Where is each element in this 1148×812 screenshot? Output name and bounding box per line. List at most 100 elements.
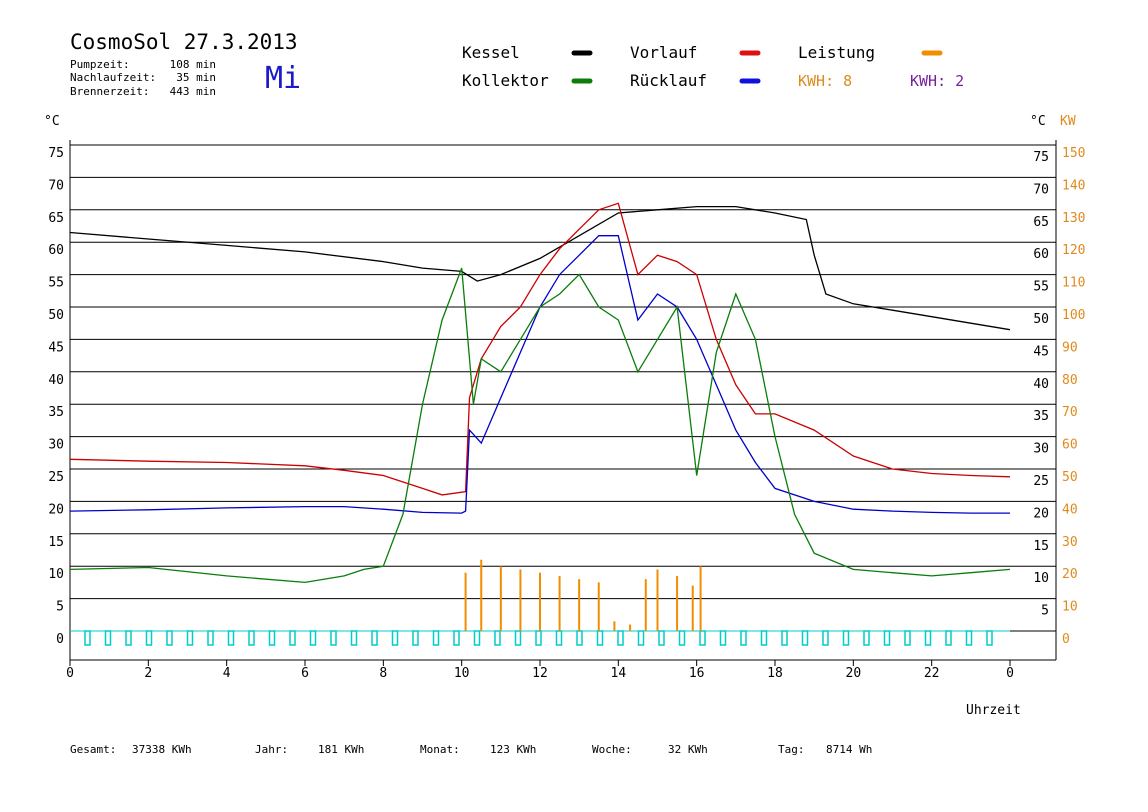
footer-jahr-label: Jahr: — [255, 743, 288, 756]
pump-marker — [760, 630, 768, 646]
x-tick-labels: 0 2 4 6 8 10 12 14 16 18 20 22 0 — [66, 660, 1014, 681]
pump-marker — [945, 630, 952, 646]
x-tick-label: 14 — [611, 666, 627, 681]
right-tick-label-c: 40 — [1033, 377, 1049, 392]
pump-marker — [781, 630, 788, 646]
power-bars — [464, 559, 702, 631]
pump-marker — [186, 630, 194, 646]
pump-marker — [145, 630, 153, 646]
footer-woche-label: Woche: — [592, 743, 632, 756]
pump-marker — [535, 630, 542, 646]
left-tick-label: 35 — [48, 405, 64, 420]
pump-marker — [289, 630, 296, 646]
pump-marker — [207, 630, 214, 646]
right-tick-label-kw: 130 — [1062, 211, 1085, 226]
right-tick-label-c: 60 — [1033, 247, 1049, 262]
pump-marker — [453, 630, 460, 646]
pump-marker — [658, 630, 665, 646]
pump-marker — [227, 630, 235, 646]
pump-marker — [617, 630, 624, 646]
pump-marker — [596, 630, 604, 646]
x-tick-label: 12 — [532, 666, 548, 681]
pump-marker — [576, 630, 583, 646]
pump-marker — [555, 630, 563, 646]
series-line-vorlauf — [69, 202, 1011, 496]
x-tick-label: 0 — [1006, 666, 1014, 681]
x-tick-label: 18 — [767, 666, 783, 681]
series-line-ruecklauf — [69, 235, 1010, 514]
left-tick-label: 45 — [48, 340, 64, 355]
pump-marker — [104, 630, 112, 646]
left-tick-label: 50 — [48, 308, 64, 323]
footer-monat-label: Monat: — [420, 743, 460, 756]
pump-markers — [70, 630, 1010, 646]
pump-marker — [432, 630, 440, 646]
right-tick-labels: 75 70 65 60 55 50 45 40 35 30 25 20 15 10 5 150 140 130 12… — [1033, 146, 1085, 647]
pump-marker — [268, 630, 276, 646]
right-tick-label-c: 30 — [1033, 442, 1049, 457]
right-tick-label-kw: 50 — [1062, 470, 1078, 485]
right-unit-c-label: °C — [1030, 114, 1046, 129]
pump-marker — [514, 630, 522, 646]
right-tick-label-c: 15 — [1033, 539, 1049, 554]
right-tick-label-c: 65 — [1033, 215, 1049, 230]
legend-vorlauf-label: Vorlauf — [630, 43, 697, 62]
kwh-orange-label: KWH: 8 — [798, 72, 852, 90]
right-tick-label-kw: 0 — [1062, 632, 1070, 647]
footer-tag-label: Tag: — [778, 743, 805, 756]
weekday-label: Mi — [265, 61, 301, 96]
right-tick-label-kw: 100 — [1062, 308, 1085, 323]
left-unit-label: °C — [44, 114, 60, 129]
pump-marker — [904, 630, 911, 646]
left-tick-label: 15 — [48, 535, 64, 550]
series-lines — [69, 202, 1011, 584]
right-tick-label-kw: 80 — [1062, 373, 1078, 388]
chart-title: CosmoSol 27.3.2013 — [70, 30, 298, 54]
pump-marker — [986, 630, 993, 646]
left-tick-label: 55 — [48, 276, 64, 291]
pump-marker — [412, 630, 419, 646]
nachlaufzeit-label: Nachlaufzeit: — [70, 71, 156, 84]
series-line-kollektor — [69, 267, 1011, 584]
pump-marker — [494, 630, 501, 646]
right-tick-label-kw: 60 — [1062, 438, 1078, 453]
left-tick-label: 25 — [48, 470, 64, 485]
pump-marker — [248, 630, 255, 646]
footer-monat-value: 123 KWh — [490, 743, 536, 756]
right-tick-label-kw: 70 — [1062, 405, 1078, 420]
right-tick-label-kw: 140 — [1062, 178, 1085, 193]
legend-leistung-label: Leistung — [798, 43, 875, 62]
left-tick-label: 75 — [48, 146, 64, 161]
series-line-kessel — [69, 205, 1011, 331]
footer-gesamt-value: 37338 KWh — [132, 743, 192, 756]
right-tick-label-c: 25 — [1033, 474, 1049, 489]
pumpzeit-label: Pumpzeit: — [70, 58, 130, 71]
x-tick-label: 10 — [454, 666, 470, 681]
brennerzeit-label: Brennerzeit: — [70, 85, 149, 98]
right-tick-label-kw: 40 — [1062, 502, 1078, 517]
left-tick-label: 30 — [48, 438, 64, 453]
footer-tag-value: 8714 Wh — [826, 743, 872, 756]
right-tick-label-c: 45 — [1033, 344, 1049, 359]
right-tick-label-c: 70 — [1033, 182, 1049, 197]
pump-marker — [125, 630, 132, 646]
pump-marker — [965, 630, 973, 646]
nachlaufzeit-value: 35 min — [176, 71, 216, 84]
right-tick-label-c: 55 — [1033, 280, 1049, 295]
x-tick-label: 20 — [846, 666, 862, 681]
legend-kessel-label: Kessel — [462, 43, 520, 62]
right-tick-label-c: 5 — [1041, 604, 1049, 619]
right-tick-label-c: 35 — [1033, 409, 1049, 424]
pump-marker — [801, 630, 809, 646]
x-tick-label: 2 — [144, 666, 152, 681]
left-tick-label: 40 — [48, 373, 64, 388]
pump-marker — [473, 630, 481, 646]
right-tick-label-kw: 10 — [1062, 600, 1078, 615]
x-tick-label: 16 — [689, 666, 705, 681]
right-tick-label-kw: 120 — [1062, 243, 1085, 258]
legend-kollektor-label: Kollektor — [462, 71, 549, 90]
right-tick-label-kw: 20 — [1062, 567, 1078, 582]
pump-marker — [166, 630, 173, 646]
right-tick-label-c: 75 — [1033, 150, 1049, 165]
